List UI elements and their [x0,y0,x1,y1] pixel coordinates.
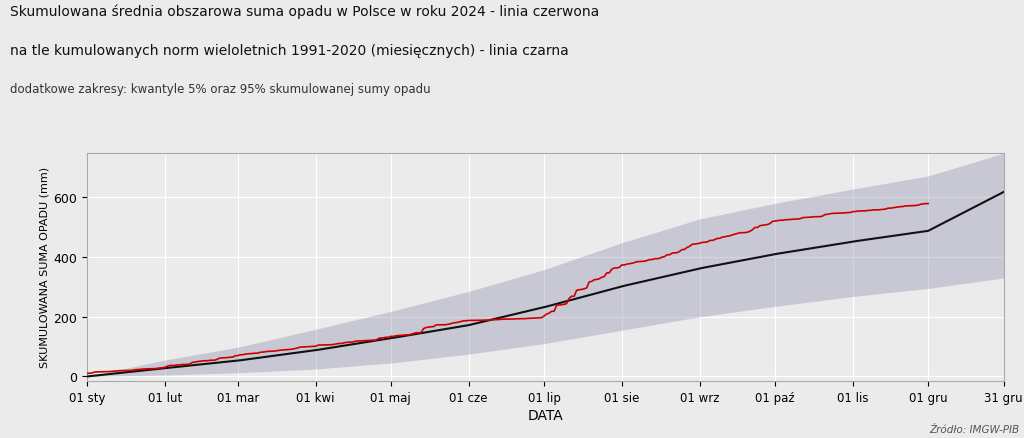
Text: Skumulowana średnia obszarowa suma opadu w Polsce w roku 2024 - linia czerwona: Skumulowana średnia obszarowa suma opadu… [10,4,599,19]
X-axis label: DATA: DATA [527,408,563,422]
Text: dodatkowe zakresy: kwantyle 5% oraz 95% skumulowanej sumy opadu: dodatkowe zakresy: kwantyle 5% oraz 95% … [10,83,431,96]
Text: na tle kumulowanych norm wieloletnich 1991-2020 (miesięcznych) - linia czarna: na tle kumulowanych norm wieloletnich 19… [10,44,569,58]
Text: Źródło: IMGW-PIB: Źródło: IMGW-PIB [929,424,1019,434]
Y-axis label: SKUMULOWANA SUMA OPADU (mm): SKUMULOWANA SUMA OPADU (mm) [39,167,49,367]
